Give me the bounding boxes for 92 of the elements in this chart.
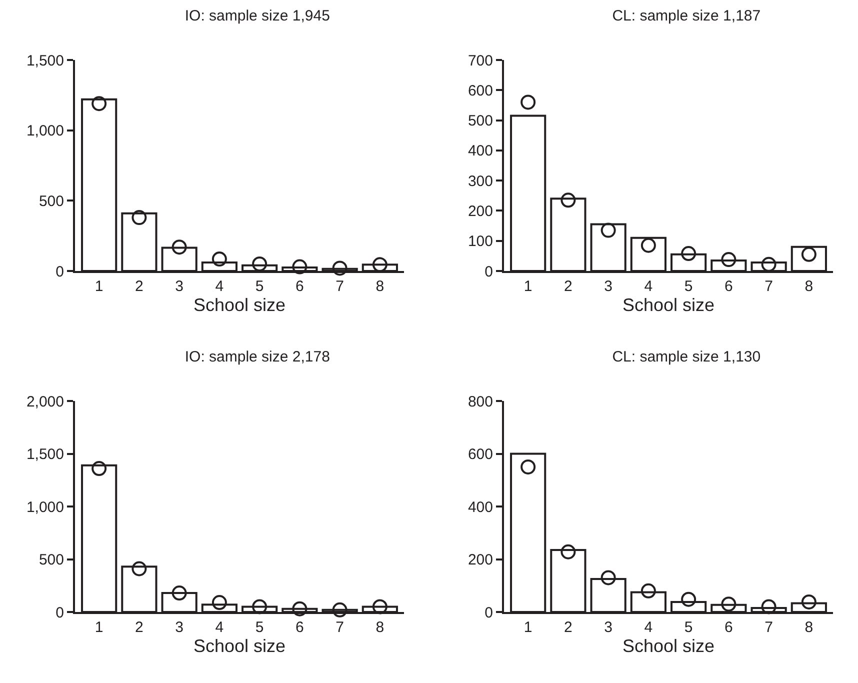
point [560, 544, 576, 560]
y-tick-label: 0 [484, 604, 493, 622]
x-tick-label: 7 [336, 619, 344, 636]
y-tick-label: 1,000 [26, 122, 64, 140]
x-tick-label: 6 [296, 278, 304, 295]
y-tick-label: 700 [468, 52, 493, 70]
point [640, 583, 656, 598]
y-tick-label: 1,500 [26, 446, 64, 463]
point [721, 252, 736, 268]
x-tick-label: 1 [524, 619, 532, 636]
x-tick-label: 1 [524, 278, 532, 295]
point [292, 601, 308, 616]
x-tick-label: 1 [94, 278, 104, 295]
x-tick-label: 2 [135, 619, 144, 636]
y-tick-label: 100 [468, 233, 493, 250]
point [640, 238, 656, 253]
point [681, 246, 696, 262]
x-tick-label: 2 [564, 619, 572, 636]
point [332, 260, 348, 276]
point [172, 586, 187, 601]
y-tick-label: 400 [468, 498, 493, 516]
x-tick-label: 5 [255, 278, 264, 295]
y-tick-label: 0 [56, 263, 64, 280]
point [721, 596, 736, 612]
chart-title: IO: sample size 2,178 [184, 348, 330, 366]
x-tick-label: 6 [724, 619, 733, 636]
point [252, 256, 268, 272]
x-tick-label: 7 [336, 278, 344, 295]
point [92, 96, 107, 112]
point [520, 459, 536, 474]
x-tick-label: 8 [804, 278, 814, 295]
x-tick-label: 4 [644, 619, 653, 636]
y-tick-label: 600 [468, 446, 493, 463]
y-tick-label: 500 [468, 112, 493, 130]
y-tick-label: 800 [468, 393, 493, 410]
point [681, 592, 696, 607]
point [292, 259, 308, 274]
x-tick-label: 3 [175, 619, 184, 636]
point [520, 94, 536, 110]
x-tick-label: 2 [564, 278, 572, 295]
x-tick-label: 4 [644, 278, 653, 295]
x-tick-label: 6 [724, 278, 733, 295]
point [801, 594, 816, 610]
y-tick-label: 200 [468, 552, 493, 568]
x-axis-title: School size [193, 295, 286, 315]
chart-title: CL: sample size 1,130 [612, 348, 761, 366]
x-axis-title: School size [193, 636, 286, 656]
x-axis-title: School size [622, 295, 715, 315]
y-tick-label: 500 [38, 552, 64, 568]
x-tick-label: 8 [376, 619, 384, 636]
point [332, 602, 348, 618]
point [372, 599, 388, 614]
chart-title: CL: sample size 1,187 [612, 8, 761, 25]
point [600, 222, 616, 238]
chart-title: IO: sample size 1,945 [184, 8, 330, 25]
point [252, 599, 268, 614]
x-tick-label: 4 [215, 619, 224, 636]
point [560, 192, 576, 208]
point [212, 595, 227, 610]
x-tick-label: 8 [804, 619, 814, 636]
y-tick-label: 500 [38, 192, 64, 210]
point [212, 252, 227, 267]
point [761, 256, 776, 272]
x-tick-label: 5 [684, 619, 693, 636]
point [132, 561, 147, 576]
x-tick-label: 3 [604, 619, 612, 636]
x-tick-label: 2 [135, 278, 144, 295]
x-tick-label: 1 [94, 619, 104, 636]
y-tick-label: 1,000 [26, 498, 64, 516]
point [600, 570, 616, 586]
x-tick-label: 6 [296, 619, 304, 636]
x-tick-label: 3 [175, 278, 184, 295]
x-tick-label: 8 [376, 278, 384, 295]
y-tick-label: 600 [468, 82, 493, 100]
point [92, 461, 107, 476]
point [132, 210, 147, 226]
y-tick-label: 0 [484, 263, 493, 280]
x-tick-label: 3 [604, 278, 612, 295]
x-tick-label: 7 [764, 278, 773, 295]
point [761, 599, 776, 614]
x-tick-label: 7 [764, 619, 773, 636]
y-tick-label: 2,000 [26, 393, 64, 410]
y-tick-label: 0 [56, 604, 64, 622]
x-tick-label: 5 [684, 278, 693, 295]
point [172, 240, 187, 255]
y-tick-label: 300 [468, 172, 493, 190]
x-tick-label: 5 [255, 619, 264, 636]
x-axis-title: School size [622, 636, 715, 656]
x-tick-label: 4 [215, 278, 224, 295]
y-tick-label: 400 [468, 142, 493, 160]
y-tick-label: 200 [468, 202, 493, 220]
y-tick-label: 1,500 [26, 52, 64, 70]
